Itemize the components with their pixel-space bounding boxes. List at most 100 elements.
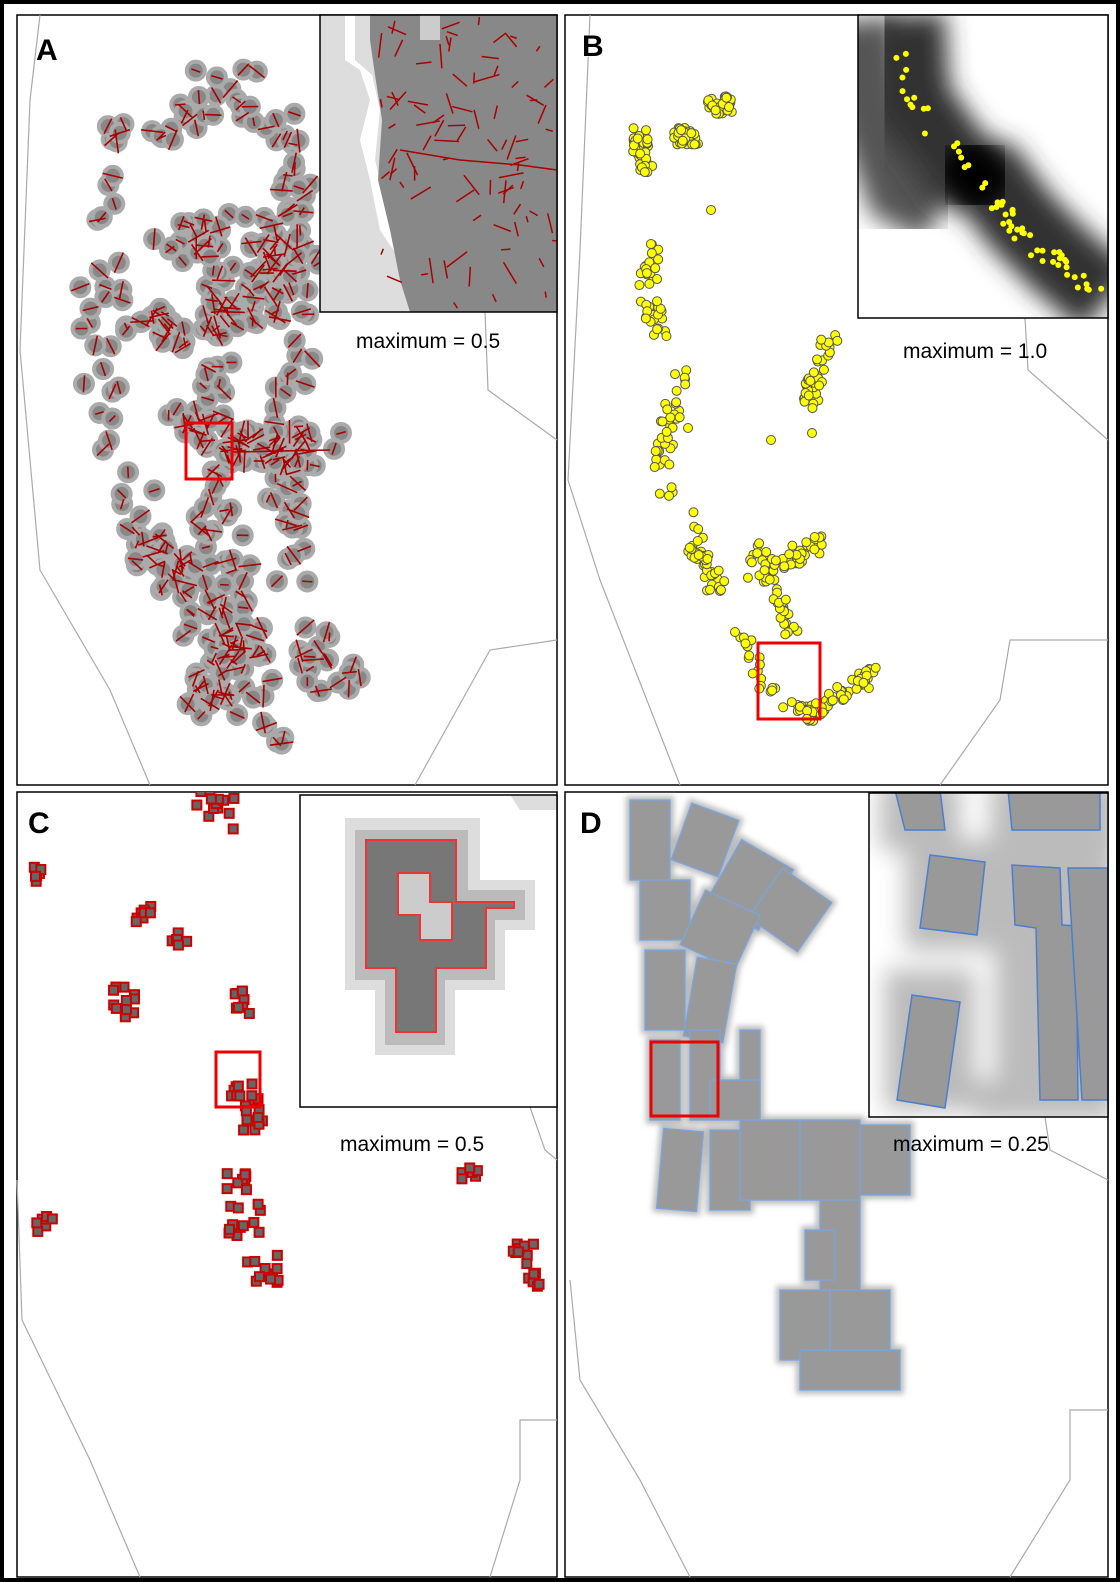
point: [714, 566, 723, 575]
patch: [247, 1091, 256, 1100]
patch: [242, 1115, 251, 1124]
point: [804, 391, 813, 400]
point: [633, 134, 642, 143]
inset-density: [950, 150, 1000, 200]
inset-point: [900, 88, 906, 94]
patch: [31, 872, 40, 881]
inset-d: [880, 780, 1120, 1120]
inset-point: [1027, 232, 1033, 238]
building: [657, 1128, 704, 1211]
inset-point: [979, 185, 985, 191]
inset-point: [965, 162, 971, 168]
point: [663, 405, 672, 414]
point: [711, 106, 720, 115]
point: [779, 703, 788, 712]
building: [740, 1120, 800, 1200]
point: [642, 269, 651, 278]
point: [809, 368, 818, 377]
feature-line: [128, 467, 129, 478]
building: [800, 1350, 900, 1390]
point: [684, 424, 693, 433]
inset-line: [478, 17, 479, 25]
point: [768, 686, 777, 695]
point: [760, 566, 769, 575]
feature-line: [230, 650, 245, 651]
point: [653, 275, 662, 284]
point: [859, 678, 868, 687]
inset-line: [545, 292, 546, 298]
building: [645, 950, 685, 1030]
patch: [146, 908, 155, 917]
patch: [112, 1004, 121, 1013]
inset-point: [1075, 285, 1081, 291]
point: [781, 630, 790, 639]
point: [641, 314, 650, 323]
point: [694, 551, 703, 560]
point: [787, 698, 796, 707]
inset-point: [1008, 223, 1014, 229]
inset-point: [1000, 221, 1006, 227]
inset-point: [995, 199, 1001, 205]
feature-line: [300, 225, 301, 235]
inset-point: [904, 96, 910, 102]
patch: [239, 1221, 248, 1230]
inset-point: [1064, 264, 1070, 270]
patch: [225, 1225, 234, 1234]
point: [705, 585, 714, 594]
building: [800, 1120, 860, 1200]
inset-point: [1019, 225, 1025, 231]
panel-label: D: [580, 807, 602, 840]
inset-gap: [420, 15, 440, 40]
point: [871, 663, 880, 672]
patch: [223, 1169, 232, 1178]
inset-line: [501, 249, 510, 250]
feature-line: [175, 104, 185, 105]
inset-point: [1084, 281, 1090, 287]
inset-point: [1059, 252, 1065, 258]
patch: [273, 1264, 282, 1273]
patch: [522, 1259, 531, 1268]
point: [653, 297, 662, 306]
patch: [254, 1200, 263, 1209]
inset-point: [903, 51, 909, 57]
inset-point: [1011, 235, 1017, 241]
point: [716, 585, 725, 594]
point: [685, 543, 694, 552]
point: [690, 140, 699, 149]
inset-point: [1040, 248, 1046, 254]
inset-line: [421, 274, 428, 275]
point: [767, 436, 776, 445]
point: [681, 380, 690, 389]
point: [808, 429, 817, 438]
patch: [241, 1170, 250, 1179]
patch: [223, 1184, 232, 1193]
point: [833, 682, 842, 691]
feature-line: [294, 426, 303, 427]
feature-line: [263, 685, 264, 708]
inset-point: [893, 55, 899, 61]
patch: [234, 1203, 243, 1212]
point: [828, 696, 837, 705]
patch: [122, 1005, 131, 1014]
patch: [238, 987, 247, 996]
inset-point: [903, 67, 909, 73]
point: [707, 206, 716, 215]
inset-point: [1050, 259, 1056, 265]
building: [630, 800, 670, 880]
point: [677, 126, 686, 135]
point: [635, 281, 644, 290]
point: [839, 695, 848, 704]
patch: [535, 1280, 544, 1289]
feature-line: [211, 311, 223, 312]
point: [646, 239, 655, 248]
caption: maximum = 0.5: [356, 330, 500, 353]
page: {"panels": [ {"label": "A", "caption": "…: [0, 0, 1120, 1582]
patch: [229, 794, 238, 803]
inset-line: [474, 73, 475, 84]
point: [813, 355, 822, 364]
point: [672, 398, 681, 407]
caption: maximum = 1.0: [903, 340, 1047, 363]
point: [817, 335, 826, 344]
inset-point: [954, 140, 960, 146]
inset-point: [956, 149, 962, 155]
